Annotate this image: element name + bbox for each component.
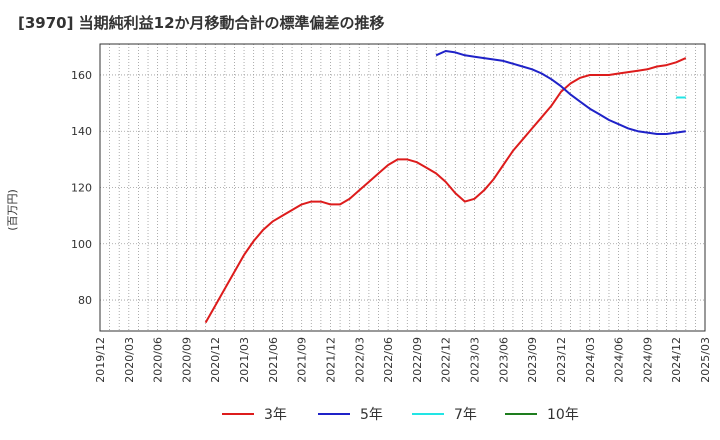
y-tick-label: 160 (71, 69, 92, 82)
x-tick-label: 2022/06 (382, 337, 395, 383)
y-axis-ticks: 80 100 120 140 160 (71, 69, 92, 307)
legend-item-2: 7年 (412, 407, 477, 423)
x-tick-label: 2019/12 (94, 337, 107, 383)
x-tick-label: 2024/09 (641, 337, 654, 383)
y-tick-label: 120 (71, 182, 92, 195)
x-tick-label: 2022/03 (353, 337, 366, 383)
legend-label: 7年 (454, 407, 477, 423)
plot-frame (99, 43, 706, 332)
x-tick-label: 2023/06 (497, 337, 510, 383)
x-axis-ticks: 2019/12 2020/03 2020/06 2020/09 2020/12 2021/… (94, 337, 712, 383)
x-tick-label: 2023/12 (555, 337, 568, 383)
y-tick-label: 100 (71, 238, 92, 251)
x-tick-label: 2021/03 (238, 337, 251, 383)
grid (100, 44, 705, 331)
x-tick-label: 2024/06 (613, 337, 626, 383)
x-tick-label: 2022/09 (411, 337, 424, 383)
legend-label: 5年 (360, 407, 383, 423)
x-tick-label: 2021/06 (267, 337, 280, 383)
x-tick-label: 2020/03 (123, 337, 136, 383)
x-tick-label: 2021/12 (324, 337, 337, 383)
legend-label: 3年 (264, 407, 287, 423)
y-tick-label: 140 (71, 125, 92, 138)
x-tick-label: 2020/09 (180, 337, 193, 383)
x-tick-label: 2020/06 (152, 337, 165, 383)
x-tick-label: 2024/03 (584, 337, 597, 383)
legend: 3年 5年 7年 10年 (222, 407, 579, 423)
y-axis-label: (百万円) (6, 189, 19, 231)
legend-item-0: 3年 (222, 407, 287, 423)
legend-item-1: 5年 (318, 407, 383, 423)
x-tick-label: 2020/12 (209, 337, 222, 383)
x-tick-label: 2024/12 (670, 337, 683, 383)
chart-title: [3970] 当期純利益12か月移動合計の標準偏差の推移 (18, 14, 385, 32)
legend-label: 10年 (547, 407, 579, 423)
x-tick-label: 2021/09 (296, 337, 309, 383)
x-tick-label: 2022/12 (440, 337, 453, 383)
x-tick-label: 2023/03 (469, 337, 482, 383)
y-tick-label: 80 (78, 294, 92, 307)
x-tick-label: 2025/03 (699, 337, 712, 383)
series-line-1 (435, 50, 686, 135)
series-line-0 (204, 57, 687, 324)
legend-item-3: 10年 (505, 407, 579, 423)
series-lines (204, 50, 687, 324)
x-tick-label: 2023/09 (526, 337, 539, 383)
